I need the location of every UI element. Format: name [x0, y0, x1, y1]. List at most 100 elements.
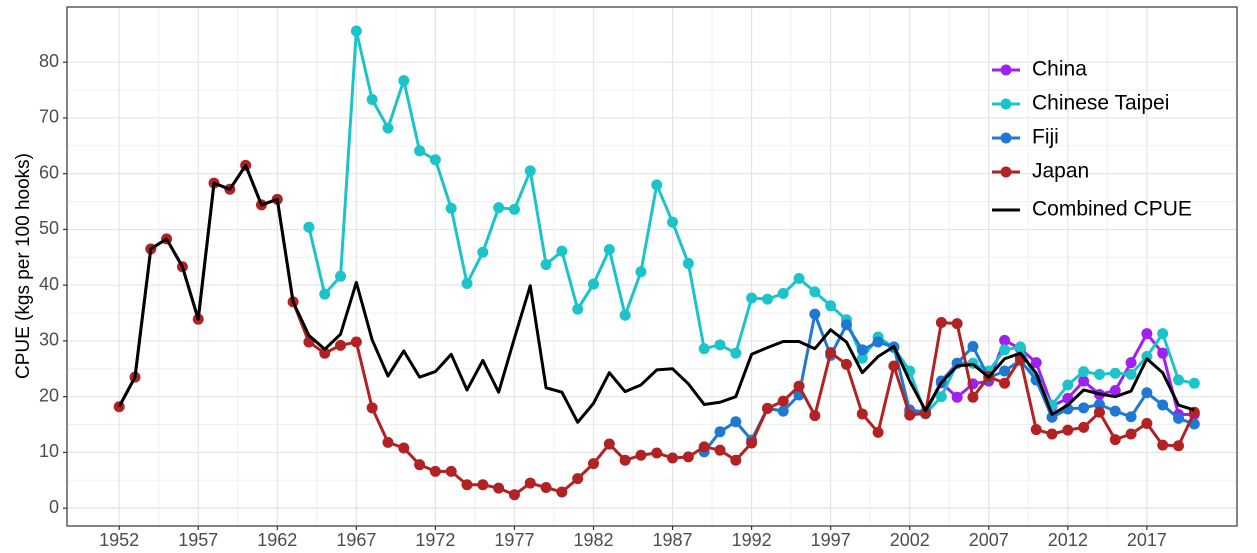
data-point — [1093, 368, 1105, 380]
x-tick-label: 2007 — [969, 530, 1009, 548]
y-tick-label: 60 — [39, 162, 59, 182]
data-point — [1157, 347, 1169, 359]
data-point — [366, 402, 378, 414]
data-point — [730, 347, 742, 359]
data-point — [303, 221, 315, 233]
legend-label: Fiji — [1032, 126, 1059, 149]
data-point — [414, 459, 426, 471]
data-point — [761, 293, 773, 305]
data-point — [1109, 405, 1121, 417]
data-point — [556, 486, 568, 498]
data-point — [698, 441, 710, 453]
data-point — [493, 482, 505, 494]
data-point — [1014, 341, 1026, 353]
x-tick-label: 1982 — [573, 530, 613, 548]
legend-label: Japan — [1032, 160, 1089, 183]
data-point — [1125, 368, 1137, 380]
data-point — [398, 75, 410, 87]
data-point — [872, 336, 884, 348]
data-point — [888, 360, 900, 372]
data-point — [1109, 434, 1121, 446]
data-point — [1188, 377, 1200, 389]
data-point — [588, 458, 599, 470]
data-point — [319, 288, 331, 300]
data-point — [904, 409, 916, 421]
data-point — [619, 309, 631, 321]
data-point — [414, 145, 426, 157]
data-point — [382, 436, 394, 448]
data-point — [461, 278, 473, 290]
y-tick-label: 70 — [39, 107, 59, 127]
data-point — [840, 358, 852, 370]
data-point — [524, 477, 536, 489]
data-point — [777, 395, 789, 407]
data-point — [603, 243, 615, 255]
data-point — [682, 257, 694, 269]
data-point — [1078, 366, 1090, 378]
data-point — [714, 426, 726, 438]
data-point — [667, 452, 679, 464]
data-point — [825, 300, 837, 312]
data-point — [1078, 421, 1090, 433]
data-point — [1173, 374, 1184, 386]
data-point — [619, 454, 631, 466]
data-point — [935, 391, 947, 403]
legend-point — [1000, 166, 1012, 178]
legend-label: Chinese Taipei — [1032, 92, 1169, 115]
data-point — [1062, 424, 1074, 436]
data-point — [856, 352, 868, 364]
data-point — [967, 340, 979, 352]
legend-label: China — [1032, 58, 1087, 81]
data-point — [651, 179, 663, 191]
data-point — [635, 266, 647, 278]
data-point — [840, 319, 852, 331]
data-point — [1141, 417, 1153, 429]
data-point — [872, 426, 884, 438]
data-point — [793, 272, 805, 284]
data-point — [572, 303, 584, 315]
data-point — [603, 438, 615, 450]
data-point — [1157, 439, 1169, 451]
data-point — [540, 482, 552, 494]
data-point — [508, 203, 520, 215]
data-point — [477, 246, 489, 258]
data-point — [1141, 328, 1153, 340]
data-point — [319, 347, 331, 359]
legend-point — [1000, 98, 1012, 110]
data-point — [366, 94, 378, 106]
x-tick-label: 2012 — [1048, 530, 1088, 548]
data-point — [429, 154, 441, 166]
x-tick-label: 2002 — [890, 530, 930, 548]
y-tick-label: 10 — [39, 441, 59, 461]
series-line — [117, 163, 1195, 424]
data-point — [1109, 367, 1121, 379]
data-point — [1125, 411, 1137, 423]
data-point — [1157, 328, 1169, 340]
data-point — [382, 122, 394, 134]
x-tick-label: 1992 — [732, 530, 772, 548]
data-point — [335, 270, 347, 282]
data-point — [1141, 387, 1153, 399]
data-point — [461, 479, 473, 491]
y-tick-label: 80 — [39, 51, 59, 71]
x-tick-label: 1977 — [494, 530, 534, 548]
data-point — [951, 391, 963, 403]
data-point — [667, 216, 679, 228]
y-tick-label: 40 — [39, 274, 59, 294]
data-point — [350, 336, 362, 348]
y-tick-label: 20 — [39, 385, 59, 405]
data-point — [1062, 379, 1074, 391]
data-point — [1157, 399, 1169, 411]
data-point — [1125, 428, 1137, 440]
data-point — [445, 202, 457, 214]
data-point — [1030, 357, 1042, 369]
data-point — [398, 442, 410, 454]
data-point — [746, 292, 758, 304]
data-point — [445, 465, 457, 477]
data-point — [335, 339, 347, 351]
data-point — [540, 259, 552, 271]
legend-label: Combined CPUE — [1032, 198, 1192, 221]
data-point — [809, 308, 821, 320]
data-point — [572, 473, 584, 485]
data-point — [730, 416, 742, 428]
